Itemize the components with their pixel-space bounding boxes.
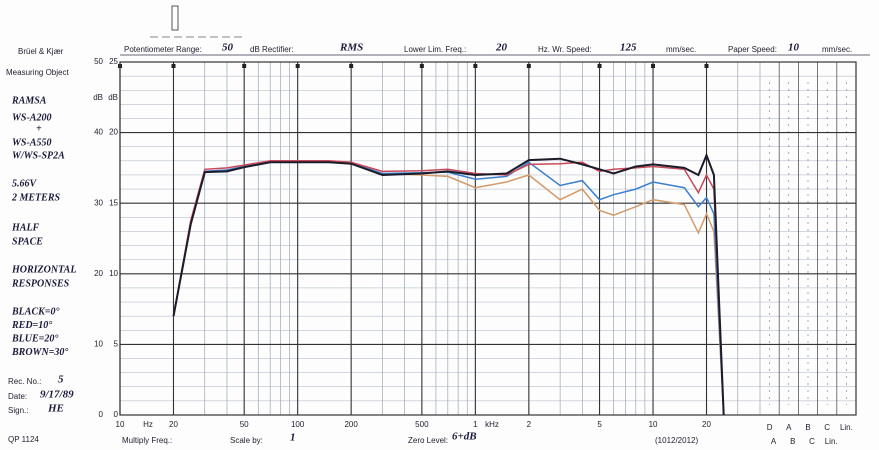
tick-mark bbox=[526, 64, 531, 68]
y2-tick-label: 25 bbox=[109, 57, 118, 66]
sign: HE bbox=[47, 403, 64, 415]
tick-mark bbox=[704, 64, 709, 68]
y2-tick-label: 20 bbox=[109, 128, 118, 137]
zero: 6+dB bbox=[452, 431, 477, 443]
note: RESPONSES bbox=[11, 278, 70, 289]
tick-mark bbox=[651, 64, 656, 68]
lower-lim: 20 bbox=[495, 42, 508, 54]
y2-tick-label: 5 bbox=[114, 340, 119, 349]
legend-entry: BLACK=0° bbox=[11, 306, 60, 317]
x-tick-label: 50 bbox=[240, 420, 249, 429]
date: 9/17/89 bbox=[40, 389, 74, 401]
weighting-label: B bbox=[805, 423, 810, 432]
pen-marker bbox=[171, 5, 179, 31]
sign-label: Sign.: bbox=[8, 406, 28, 415]
x-unit: Hz bbox=[143, 420, 153, 429]
rectifier: RMS bbox=[339, 42, 363, 54]
paper-speed: 10 bbox=[788, 42, 800, 54]
rectifier-label: dB Rectifier: bbox=[250, 45, 294, 54]
tick-mark bbox=[597, 64, 602, 68]
date-label: Date: bbox=[8, 392, 27, 401]
note: 2 METERS bbox=[11, 192, 61, 203]
weighting-label: C bbox=[809, 437, 815, 446]
y2-tick-label: 10 bbox=[109, 269, 118, 278]
plot-frame bbox=[119, 61, 857, 416]
x-tick-label: 20 bbox=[169, 420, 178, 429]
lower-lim-label: Lower Lim. Freq.: bbox=[404, 45, 466, 54]
x-tick-label: 100 bbox=[291, 420, 305, 429]
note: HORIZONTAL bbox=[11, 264, 76, 275]
x-tick-label: 200 bbox=[344, 420, 358, 429]
weighting-label: C bbox=[824, 423, 830, 432]
wr-speed-label: Hz. Wr. Speed: bbox=[538, 45, 592, 54]
response-line bbox=[172, 152, 725, 416]
y-unit: dB bbox=[108, 93, 118, 102]
tick-mark bbox=[295, 64, 300, 68]
weighting-label: D bbox=[767, 423, 773, 432]
note: + bbox=[36, 123, 42, 134]
y-tick-label: 20 bbox=[94, 269, 103, 278]
paper-unit: mm/sec. bbox=[822, 45, 852, 54]
tick-mark bbox=[349, 64, 354, 68]
rec: 5 bbox=[58, 374, 64, 386]
multiply: Multiply Freq.: bbox=[122, 436, 172, 445]
legend-entry: BLUE=20° bbox=[11, 333, 58, 344]
rec-label: Rec. No.: bbox=[8, 377, 41, 386]
tick-mark bbox=[473, 64, 478, 68]
y-tick-label: 30 bbox=[94, 198, 103, 207]
tick-mark bbox=[171, 64, 176, 68]
y2-tick-label: 0 bbox=[114, 410, 119, 419]
y-tick-label: 50 bbox=[94, 57, 103, 66]
code: (1012/2012) bbox=[655, 436, 698, 445]
x-tick-label: 10 bbox=[649, 420, 658, 429]
weighting-label: A bbox=[786, 423, 792, 432]
weighting-label: Lin. bbox=[840, 423, 853, 432]
y-tick-label: 0 bbox=[99, 410, 104, 419]
note: RAMSA bbox=[11, 95, 47, 106]
scale: 1 bbox=[290, 432, 296, 444]
note: WS-A200 bbox=[12, 112, 51, 123]
x-tick-label: 1 bbox=[473, 420, 478, 429]
object-label: Measuring Object bbox=[6, 68, 69, 77]
x-tick-label: 500 bbox=[415, 420, 429, 429]
note: HALF bbox=[11, 222, 40, 233]
tick-mark bbox=[419, 64, 424, 68]
x-tick-label: 5 bbox=[597, 420, 602, 429]
note: WS-A550 bbox=[12, 137, 51, 148]
y-unit: dB bbox=[93, 93, 103, 102]
weighting-label: B bbox=[790, 437, 795, 446]
x-tick-label: 2 bbox=[527, 420, 532, 429]
wr-speed: 125 bbox=[620, 42, 637, 54]
note: W/WS-SP2A bbox=[12, 150, 65, 161]
wr-unit: mm/sec. bbox=[666, 45, 696, 54]
y2-tick-label: 15 bbox=[109, 198, 118, 207]
weighting-label: A bbox=[771, 437, 777, 446]
scale-label: Scale by: bbox=[230, 436, 263, 445]
x-tick-label: 10 bbox=[116, 420, 125, 429]
y-tick-label: 10 bbox=[94, 340, 103, 349]
note: SPACE bbox=[12, 236, 43, 247]
x-unit: kHz bbox=[485, 420, 499, 429]
weighting-label: Lin. bbox=[825, 437, 838, 446]
form: QP 1124 bbox=[8, 435, 39, 444]
pot-range: 50 bbox=[222, 42, 234, 54]
legend-entry: RED=10° bbox=[11, 320, 52, 331]
x-tick-label: 20 bbox=[702, 420, 711, 429]
tick-mark bbox=[242, 64, 247, 68]
y-tick-label: 40 bbox=[94, 128, 103, 137]
note: 5.66V bbox=[12, 178, 38, 189]
zero-label: Zero Level: bbox=[408, 436, 448, 445]
legend-entry: BROWN=30° bbox=[11, 347, 68, 358]
paper-speed-label: Paper Speed: bbox=[728, 45, 777, 54]
brand: Brüel & Kjær bbox=[18, 47, 64, 56]
pot-range-label: Potentiometer Range: bbox=[124, 45, 202, 54]
